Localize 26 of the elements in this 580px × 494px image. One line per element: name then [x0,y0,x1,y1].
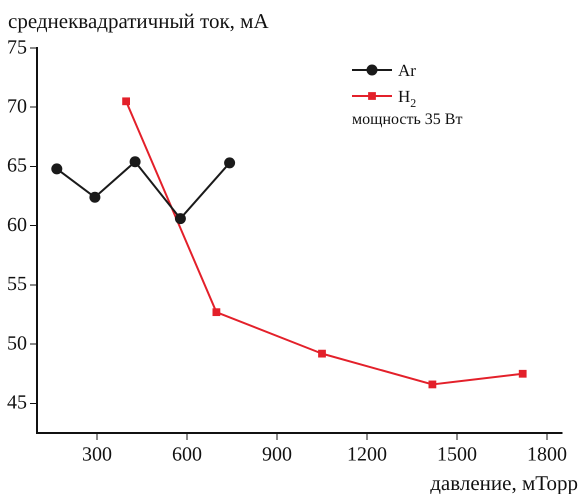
y-tick-label: 70 [7,95,27,118]
point [51,163,62,174]
y-tick-label: 65 [7,154,27,177]
point [130,156,141,168]
legend-label: Ar [398,61,416,80]
y-axis-title: среднеквадратичный ток, мА [8,9,270,33]
x-tick-label: 900 [262,443,292,466]
x-tick-label: 1500 [437,443,477,466]
annotation: мощность 35 Вт [352,111,462,128]
y-tick-label: 45 [7,392,27,414]
y-tick-label: 55 [7,273,27,296]
point [212,308,220,316]
x-tick-label: 300 [82,443,112,466]
y-tick-label: 75 [7,36,27,58]
x-tick-label: 600 [172,443,202,466]
point [318,350,326,358]
y-tick-label: 50 [7,332,27,354]
x-tick-label: 1800 [527,443,567,466]
y-tick-label: 60 [7,214,27,236]
point [224,157,236,168]
x-tick-label: 1200 [347,443,387,466]
point [518,370,527,378]
point [174,213,186,224]
point [122,97,130,106]
point [89,192,100,203]
point [428,380,436,388]
